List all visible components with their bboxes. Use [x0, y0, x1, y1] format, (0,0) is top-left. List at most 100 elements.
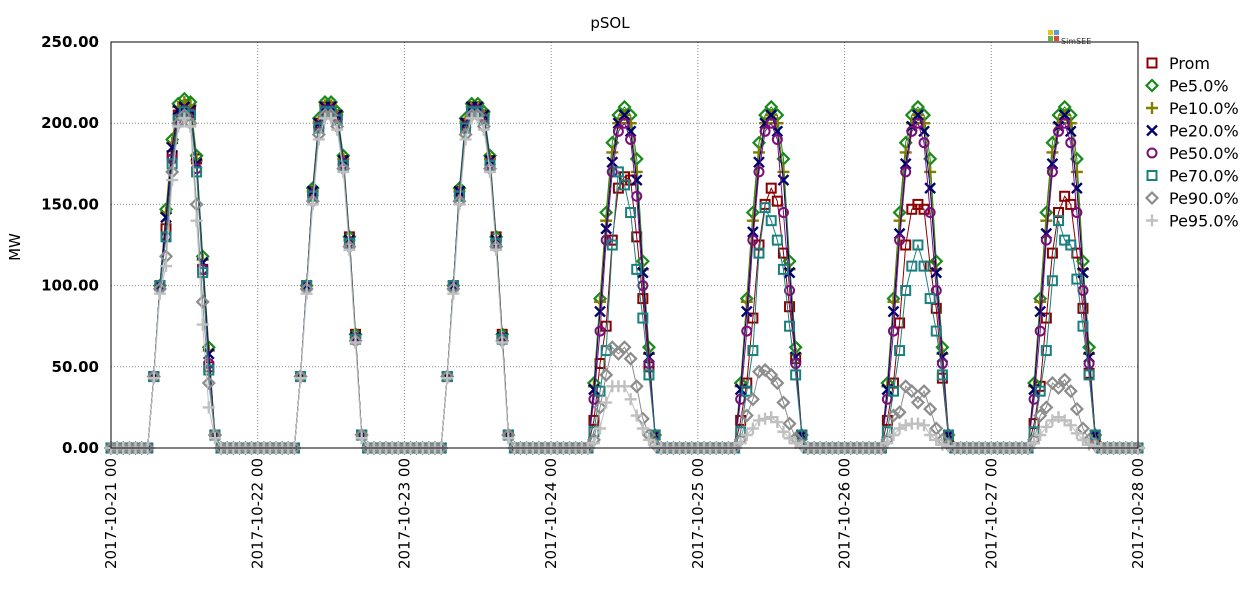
data-point	[325, 112, 338, 125]
data-point	[784, 284, 796, 296]
data-point	[887, 305, 900, 318]
series-pe95-0-	[105, 112, 1144, 454]
data-point	[1040, 214, 1053, 227]
data-point	[1046, 275, 1058, 287]
legend-label: Pe5.0%	[1169, 77, 1229, 96]
data-point	[777, 425, 790, 438]
data-point	[746, 214, 759, 227]
legend-marker	[1146, 214, 1158, 227]
data-point	[1076, 433, 1089, 446]
data-point	[930, 266, 943, 279]
x-tick-label: 2017-10-27 00	[982, 458, 1000, 569]
data-point	[1033, 408, 1048, 423]
data-point	[1059, 117, 1071, 129]
logo-square-blue	[1054, 30, 1059, 35]
data-point	[910, 395, 925, 410]
data-point	[747, 234, 759, 246]
data-point	[313, 122, 325, 134]
data-point	[1052, 411, 1065, 424]
series-line	[111, 114, 1138, 449]
data-point	[753, 247, 765, 259]
data-point	[765, 182, 777, 194]
data-point	[734, 437, 747, 450]
data-point	[790, 358, 802, 370]
data-point	[611, 346, 626, 361]
data-point	[1040, 234, 1052, 246]
series-line	[111, 109, 1138, 449]
logo-square-green	[1048, 36, 1053, 41]
data-point	[918, 419, 931, 432]
data-point	[900, 166, 912, 178]
data-point	[447, 287, 460, 300]
data-point	[930, 325, 942, 337]
data-point	[740, 429, 753, 442]
data-point	[619, 117, 630, 129]
data-point	[477, 123, 490, 136]
data-point	[1040, 312, 1052, 324]
data-point	[629, 151, 644, 166]
data-point	[618, 109, 631, 121]
data-point	[747, 312, 759, 324]
data-point	[160, 231, 172, 243]
data-point	[1064, 117, 1077, 130]
data-point	[1064, 419, 1077, 432]
data-point	[160, 260, 173, 273]
data-point	[1071, 207, 1083, 219]
data-point	[619, 179, 630, 191]
legend-label: Pe50.0%	[1169, 144, 1239, 163]
data-point	[776, 395, 791, 410]
data-point	[624, 393, 637, 406]
legend-item: Pe10.0%	[1146, 99, 1239, 118]
y-tick-label: 0.00	[62, 439, 99, 457]
series-group	[103, 91, 1146, 456]
data-point	[624, 125, 637, 138]
data-point	[629, 379, 644, 394]
data-point	[789, 437, 802, 450]
data-point	[894, 234, 906, 246]
data-point	[1083, 369, 1095, 381]
legend-label: Pe20.0%	[1169, 122, 1239, 141]
data-point	[771, 234, 783, 246]
data-point	[1028, 437, 1041, 450]
data-point	[783, 432, 796, 445]
logo-text: SimSEE	[1061, 37, 1091, 46]
data-point	[887, 429, 900, 442]
x-tick-label: 2017-10-24 00	[542, 458, 560, 569]
data-point	[1034, 385, 1046, 397]
data-point	[496, 336, 509, 349]
data-point	[1053, 125, 1065, 137]
series-line	[111, 101, 1138, 449]
legend-marker	[1146, 170, 1158, 181]
data-point	[1046, 247, 1058, 259]
data-point	[745, 392, 760, 407]
data-point	[759, 202, 771, 214]
data-point	[606, 166, 618, 178]
data-point	[172, 120, 185, 133]
legend-label: Pe90.0%	[1169, 189, 1239, 208]
data-point	[765, 109, 778, 121]
data-point	[147, 372, 160, 385]
y-axis-label: MW	[6, 233, 24, 261]
data-point	[887, 325, 899, 337]
data-point	[886, 408, 901, 423]
data-point	[918, 203, 930, 215]
data-point	[184, 120, 197, 133]
data-point	[203, 364, 215, 376]
data-point	[625, 207, 637, 219]
y-tick-label: 150.00	[41, 195, 99, 213]
legend: Prom Pe5.0% Pe10.0% Pe20.0% Pe50.0% Pe70.0% Pe…	[1144, 54, 1239, 231]
data-point	[906, 125, 918, 137]
data-point	[471, 112, 484, 125]
data-point	[208, 432, 221, 445]
legend-item: Pe5.0%	[1144, 77, 1229, 96]
data-point	[936, 438, 949, 451]
data-point	[1083, 358, 1095, 370]
x-tick-label: 2017-10-22 00	[249, 458, 267, 569]
data-point	[490, 243, 503, 256]
data-point	[1046, 166, 1058, 178]
data-point	[459, 133, 472, 146]
legend-item: Pe50.0%	[1146, 144, 1239, 163]
data-point	[637, 312, 649, 324]
data-point	[195, 294, 210, 309]
data-point	[166, 174, 179, 187]
